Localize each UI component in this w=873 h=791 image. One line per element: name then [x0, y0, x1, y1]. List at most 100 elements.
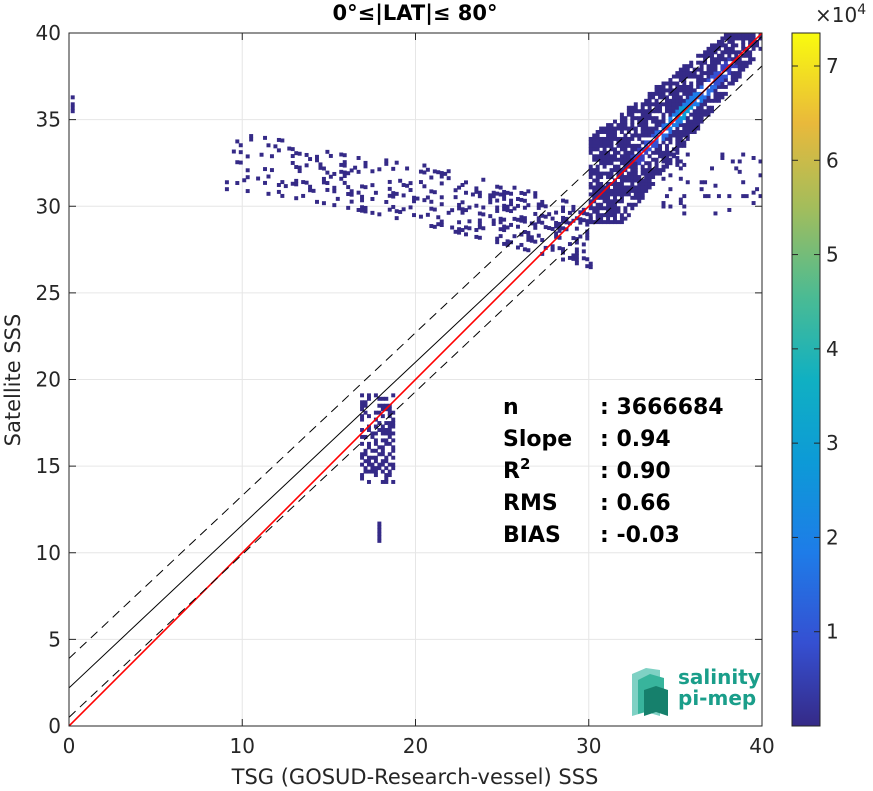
density-cell: [658, 109, 663, 114]
density-cell: [706, 71, 711, 76]
density-cell: [606, 209, 611, 214]
density-cell: [678, 109, 683, 114]
density-cell: [737, 67, 742, 72]
density-cell: [543, 204, 548, 209]
density-cell: [675, 91, 680, 96]
density-cell: [710, 105, 714, 110]
density-cell: [439, 195, 444, 200]
density-cell: [363, 164, 368, 169]
density-cell: [623, 175, 628, 180]
density-cell: [720, 36, 725, 41]
density-cell: [675, 136, 680, 141]
density-cell: [699, 74, 704, 79]
density-cell: [360, 455, 365, 460]
density-cell: [630, 171, 635, 176]
density-cell: [360, 407, 365, 412]
density-cell: [567, 221, 572, 226]
y-tick-label: 35: [36, 108, 61, 132]
x-tick-label: 40: [749, 734, 774, 758]
density-cell: [637, 161, 642, 166]
density-cell: [436, 170, 441, 175]
density-cell: [668, 126, 673, 131]
density-cell: [377, 521, 382, 526]
density-cell: [734, 53, 739, 58]
density-cell: [692, 71, 697, 76]
density-cell: [710, 64, 714, 69]
density-cell: [325, 181, 330, 186]
density-cell: [425, 195, 430, 200]
density-cell: [470, 192, 475, 197]
density-cell: [522, 247, 527, 252]
density-cell: [505, 242, 510, 247]
density-cell: [703, 98, 708, 103]
density-cell: [339, 169, 344, 174]
density-cell: [661, 102, 666, 107]
density-cell: [678, 95, 683, 100]
density-cell: [661, 112, 666, 117]
density-cell: [599, 171, 604, 176]
density-cell: [439, 181, 444, 186]
density-cell: [720, 67, 725, 72]
density-cell: [644, 178, 649, 183]
density-cell: [696, 81, 701, 86]
density-cell: [380, 424, 385, 429]
density-cell: [522, 205, 527, 210]
density-cell: [664, 147, 669, 152]
density-cell: [748, 60, 753, 65]
density-cell: [384, 479, 389, 484]
density-cell: [460, 183, 465, 187]
density-cell: [581, 218, 586, 223]
density-cell: [706, 98, 711, 103]
density-cell: [377, 421, 382, 426]
density-cell: [678, 201, 683, 206]
density-cell: [623, 143, 628, 148]
density-cell: [609, 199, 614, 204]
density-cell: [640, 112, 645, 117]
density-cell: [606, 206, 611, 211]
density-cell: [741, 43, 746, 48]
density-cell: [689, 126, 694, 131]
density-cell: [522, 230, 527, 234]
density-cell: [613, 216, 617, 221]
density-cell: [633, 175, 638, 180]
density-cell: [710, 43, 714, 48]
density-cell: [741, 64, 746, 69]
density-cell: [505, 208, 510, 213]
density-cell: [720, 91, 725, 96]
density-cell: [380, 414, 385, 419]
density-cell: [723, 91, 728, 96]
density-cell: [460, 210, 465, 215]
density-cell: [387, 207, 392, 212]
density-cell: [689, 81, 694, 86]
density-cell: [654, 161, 659, 166]
density-cell: [751, 156, 756, 160]
density-cell: [675, 88, 680, 93]
density-cell: [675, 130, 680, 134]
density-cell: [380, 479, 385, 484]
y-tick-label: 25: [36, 281, 61, 305]
density-cell: [727, 57, 732, 62]
density-cell: [671, 112, 676, 117]
density-cell: [647, 181, 652, 186]
density-cell: [699, 71, 704, 76]
density-cell: [602, 199, 607, 204]
density-cell: [720, 39, 725, 44]
density-cell: [654, 98, 659, 103]
density-cell: [606, 133, 611, 138]
density-cell: [710, 71, 714, 76]
density-cell: [658, 88, 663, 93]
density-cell: [70, 109, 75, 114]
density-cell: [533, 239, 538, 244]
density-cell: [696, 60, 701, 65]
density-cell: [706, 88, 711, 93]
colorbar-tick-label: 3: [826, 431, 839, 455]
density-cell: [713, 60, 718, 65]
density-cell: [342, 153, 347, 158]
density-cell: [730, 81, 735, 86]
density-cell: [626, 213, 631, 218]
density-cell: [623, 133, 628, 138]
density-cell: [554, 210, 559, 215]
density-cell: [619, 116, 624, 121]
density-cell: [595, 171, 600, 176]
density-cell: [654, 168, 659, 173]
